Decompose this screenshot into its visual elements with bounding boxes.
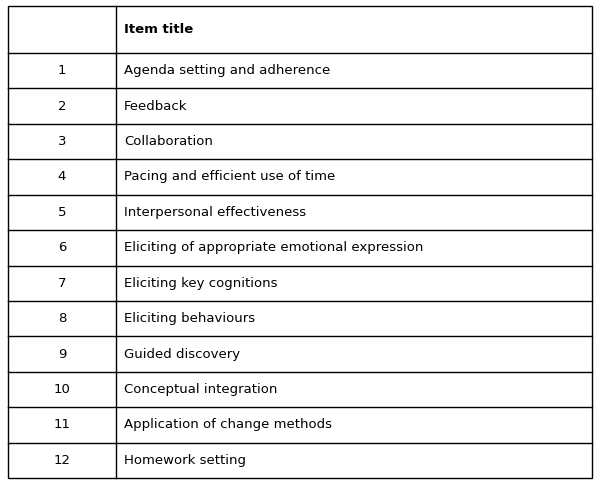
Text: Homework setting: Homework setting (124, 454, 246, 467)
Text: 11: 11 (54, 418, 70, 431)
Text: Collaboration: Collaboration (124, 135, 213, 148)
Text: 10: 10 (54, 383, 70, 396)
Text: Application of change methods: Application of change methods (124, 418, 332, 431)
Text: Feedback: Feedback (124, 100, 188, 113)
Text: 6: 6 (58, 242, 66, 254)
Text: Eliciting behaviours: Eliciting behaviours (124, 312, 255, 325)
Text: Agenda setting and adherence: Agenda setting and adherence (124, 64, 330, 77)
Text: 3: 3 (58, 135, 66, 148)
Text: 9: 9 (58, 348, 66, 361)
Text: 2: 2 (58, 100, 66, 113)
Text: Interpersonal effectiveness: Interpersonal effectiveness (124, 206, 306, 219)
Text: Eliciting of appropriate emotional expression: Eliciting of appropriate emotional expre… (124, 242, 423, 254)
Text: 8: 8 (58, 312, 66, 325)
Text: 4: 4 (58, 170, 66, 183)
Text: 7: 7 (58, 277, 66, 290)
Text: Item title: Item title (124, 23, 193, 36)
Text: Eliciting key cognitions: Eliciting key cognitions (124, 277, 278, 290)
Text: Guided discovery: Guided discovery (124, 348, 240, 361)
Text: Pacing and efficient use of time: Pacing and efficient use of time (124, 170, 335, 183)
Text: 1: 1 (58, 64, 66, 77)
Text: Conceptual integration: Conceptual integration (124, 383, 278, 396)
Text: 12: 12 (54, 454, 70, 467)
Text: 5: 5 (58, 206, 66, 219)
